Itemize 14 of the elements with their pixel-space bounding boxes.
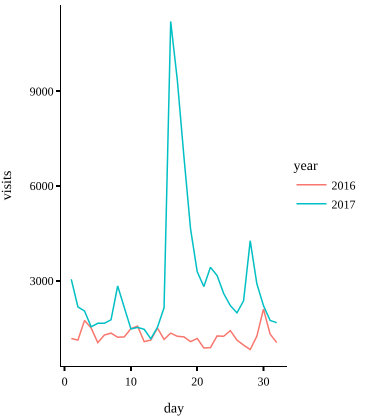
x-axis-title: day [164, 402, 184, 417]
legend-label: 2016 [332, 178, 356, 192]
x-tick-label: 0 [62, 374, 68, 388]
y-tick-label: 9000 [30, 84, 54, 98]
legend-title: year [294, 159, 318, 174]
y-tick-label: 3000 [30, 274, 54, 288]
x-tick-label: 10 [124, 374, 137, 388]
x-tick-label: 20 [191, 374, 204, 388]
y-axis-title: visits [0, 170, 15, 200]
legend-label: 2017 [332, 197, 356, 212]
y-tick-label: 6000 [30, 179, 54, 194]
line-series [70, 20, 278, 340]
x-tick-label: 30 [257, 374, 270, 388]
line-series [70, 308, 278, 350]
